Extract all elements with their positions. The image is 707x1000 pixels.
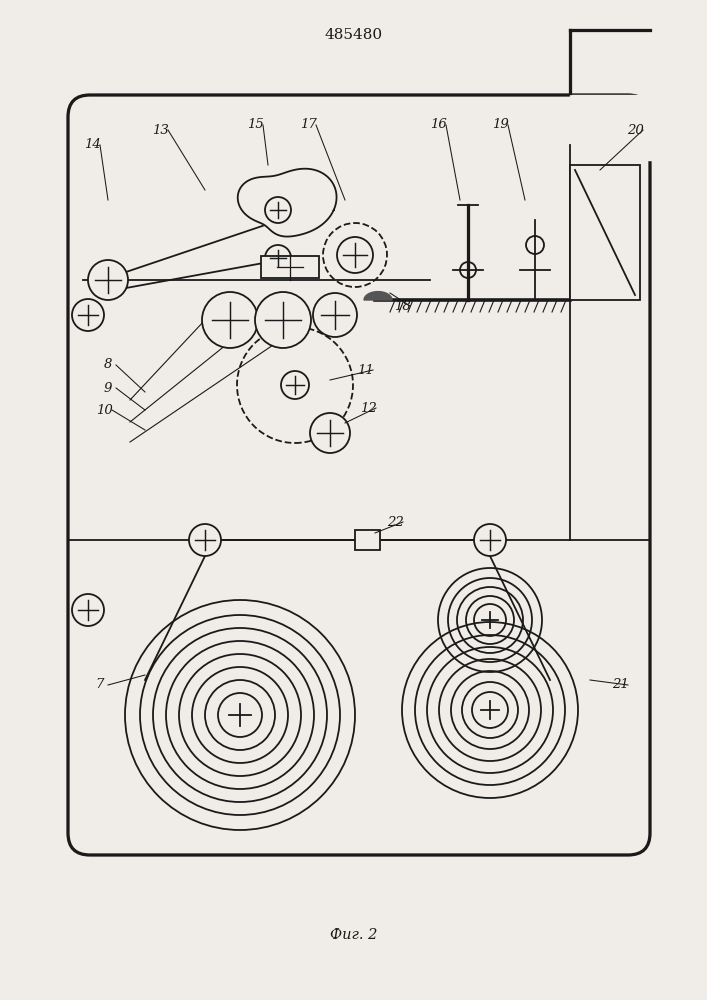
Bar	[570, 165, 640, 300]
Circle shape	[265, 197, 291, 223]
Text: 12: 12	[360, 401, 376, 414]
Text: 16: 16	[430, 118, 446, 131]
Circle shape	[265, 245, 291, 271]
Text: 9: 9	[104, 381, 112, 394]
Text: 20: 20	[626, 123, 643, 136]
Circle shape	[474, 524, 506, 556]
Circle shape	[281, 371, 309, 399]
Polygon shape	[238, 169, 337, 237]
Text: 11: 11	[356, 363, 373, 376]
Circle shape	[72, 299, 104, 331]
Bar	[261, 256, 319, 278]
Text: 15: 15	[247, 118, 264, 131]
Circle shape	[255, 292, 311, 348]
Text: 485480: 485480	[325, 28, 382, 42]
Text: 18: 18	[394, 300, 410, 312]
Circle shape	[202, 292, 258, 348]
Text: 21: 21	[612, 678, 629, 692]
Text: Фиг. 2: Фиг. 2	[329, 928, 378, 942]
Polygon shape	[364, 292, 392, 300]
Circle shape	[313, 293, 357, 337]
Circle shape	[72, 594, 104, 626]
FancyBboxPatch shape	[68, 95, 650, 855]
Circle shape	[337, 237, 373, 273]
Circle shape	[310, 413, 350, 453]
Text: 8: 8	[104, 359, 112, 371]
Text: 17: 17	[300, 118, 316, 131]
Text: 14: 14	[83, 138, 100, 151]
Text: 19: 19	[491, 118, 508, 131]
Text: 13: 13	[151, 123, 168, 136]
Circle shape	[189, 524, 221, 556]
Circle shape	[88, 260, 128, 300]
Text: 22: 22	[387, 516, 404, 528]
Text: 7: 7	[96, 678, 104, 692]
Text: 10: 10	[95, 403, 112, 416]
Polygon shape	[570, 95, 655, 160]
Bar	[355, 530, 380, 550]
